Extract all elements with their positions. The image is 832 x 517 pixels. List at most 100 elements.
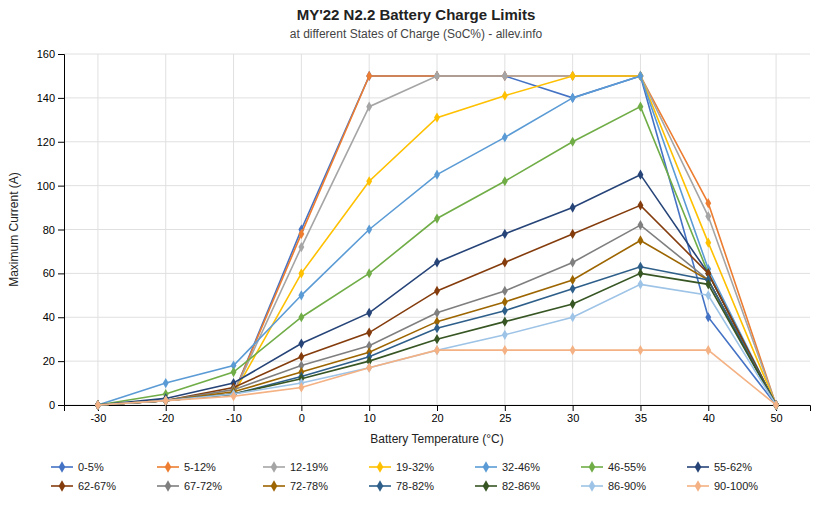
marker <box>95 400 101 410</box>
legend-item: 62-67% <box>51 480 116 492</box>
marker <box>366 102 372 112</box>
marker <box>163 378 169 388</box>
tick-mark <box>640 405 641 411</box>
marker <box>570 257 576 267</box>
marker <box>434 345 440 355</box>
series <box>95 71 779 410</box>
tick-label: -10 <box>226 412 242 424</box>
marker <box>95 400 101 410</box>
series <box>95 235 779 410</box>
legend-marker <box>165 480 172 491</box>
legend-label: 5-12% <box>184 461 216 473</box>
marker <box>434 323 440 333</box>
marker <box>298 290 304 300</box>
legend-marker <box>165 461 172 472</box>
series-line <box>98 273 776 405</box>
y-tick: 80 <box>43 224 64 236</box>
legend-label: 62-67% <box>78 480 116 492</box>
title: MY'22 N2.2 Battery Charge Limits <box>297 6 536 23</box>
marker <box>366 363 372 373</box>
axis-line <box>65 406 811 412</box>
marker <box>502 317 508 327</box>
tick-mark <box>58 273 64 274</box>
legend-marker <box>483 461 490 472</box>
y-tick: 40 <box>43 311 64 323</box>
x-tick: 25 <box>499 405 511 424</box>
marker <box>434 286 440 296</box>
grid-line <box>776 54 777 405</box>
series <box>95 345 779 410</box>
chart: MY'22 N2.2 Battery Charge Limitsat diffe… <box>0 0 832 517</box>
tick-mark <box>58 361 64 362</box>
marker <box>570 229 576 239</box>
marker <box>95 400 101 410</box>
grid <box>64 54 810 405</box>
tick-label: 100 <box>37 180 55 192</box>
marker <box>570 71 576 81</box>
marker <box>298 382 304 392</box>
marker <box>434 71 440 81</box>
marker <box>502 132 508 142</box>
marker <box>434 345 440 355</box>
marker <box>502 345 508 355</box>
series-line <box>98 240 776 405</box>
legend-label: 86-90% <box>608 480 646 492</box>
x-tick: 35 <box>635 405 647 424</box>
y-tick: 160 <box>37 48 64 60</box>
grid-line <box>233 54 234 405</box>
series-line <box>98 76 776 405</box>
series <box>95 102 779 410</box>
legend-label: 82-86% <box>502 480 540 492</box>
marker <box>298 352 304 362</box>
marker <box>570 93 576 103</box>
marker <box>366 71 372 81</box>
marker <box>298 312 304 322</box>
legend-item: 0-5% <box>51 461 104 473</box>
tick-mark <box>505 405 506 411</box>
marker <box>570 284 576 294</box>
x-tick: 10 <box>364 405 376 424</box>
marker <box>95 400 101 410</box>
marker <box>163 396 169 406</box>
marker <box>502 330 508 340</box>
tick-mark <box>301 405 302 411</box>
marker <box>163 396 169 406</box>
tick-label: 40 <box>703 412 715 424</box>
y-tick: 120 <box>37 136 64 148</box>
marker <box>638 71 644 81</box>
y-tick: 140 <box>37 92 64 104</box>
marker <box>705 279 711 289</box>
marker <box>163 396 169 406</box>
tick-label: 50 <box>770 412 782 424</box>
tick-mark <box>234 405 235 411</box>
marker <box>298 268 304 278</box>
marker <box>502 306 508 316</box>
legend-label: 67-72% <box>184 480 222 492</box>
x-tick: 30 <box>567 405 579 424</box>
marker <box>638 345 644 355</box>
x-tick: -20 <box>158 405 174 424</box>
tick-label: 20 <box>43 355 55 367</box>
marker <box>638 102 644 112</box>
series-line <box>98 107 776 405</box>
marker <box>502 91 508 101</box>
x-tick: 0 <box>299 405 305 424</box>
marker <box>570 71 576 81</box>
series-line <box>98 284 776 405</box>
series-line <box>98 267 776 405</box>
marker <box>366 268 372 278</box>
tick-label: 20 <box>431 412 443 424</box>
tick-mark <box>58 54 64 55</box>
tick-label: 35 <box>635 412 647 424</box>
tick-label: 25 <box>499 412 511 424</box>
marker <box>163 396 169 406</box>
series-line <box>98 76 776 405</box>
tick-mark <box>708 405 709 411</box>
marker <box>570 299 576 309</box>
tick-label: 80 <box>43 224 55 236</box>
series <box>95 200 779 410</box>
marker <box>705 345 711 355</box>
y-axis: 020406080100120140160 <box>37 48 65 411</box>
series <box>95 170 779 410</box>
marker <box>95 400 101 410</box>
